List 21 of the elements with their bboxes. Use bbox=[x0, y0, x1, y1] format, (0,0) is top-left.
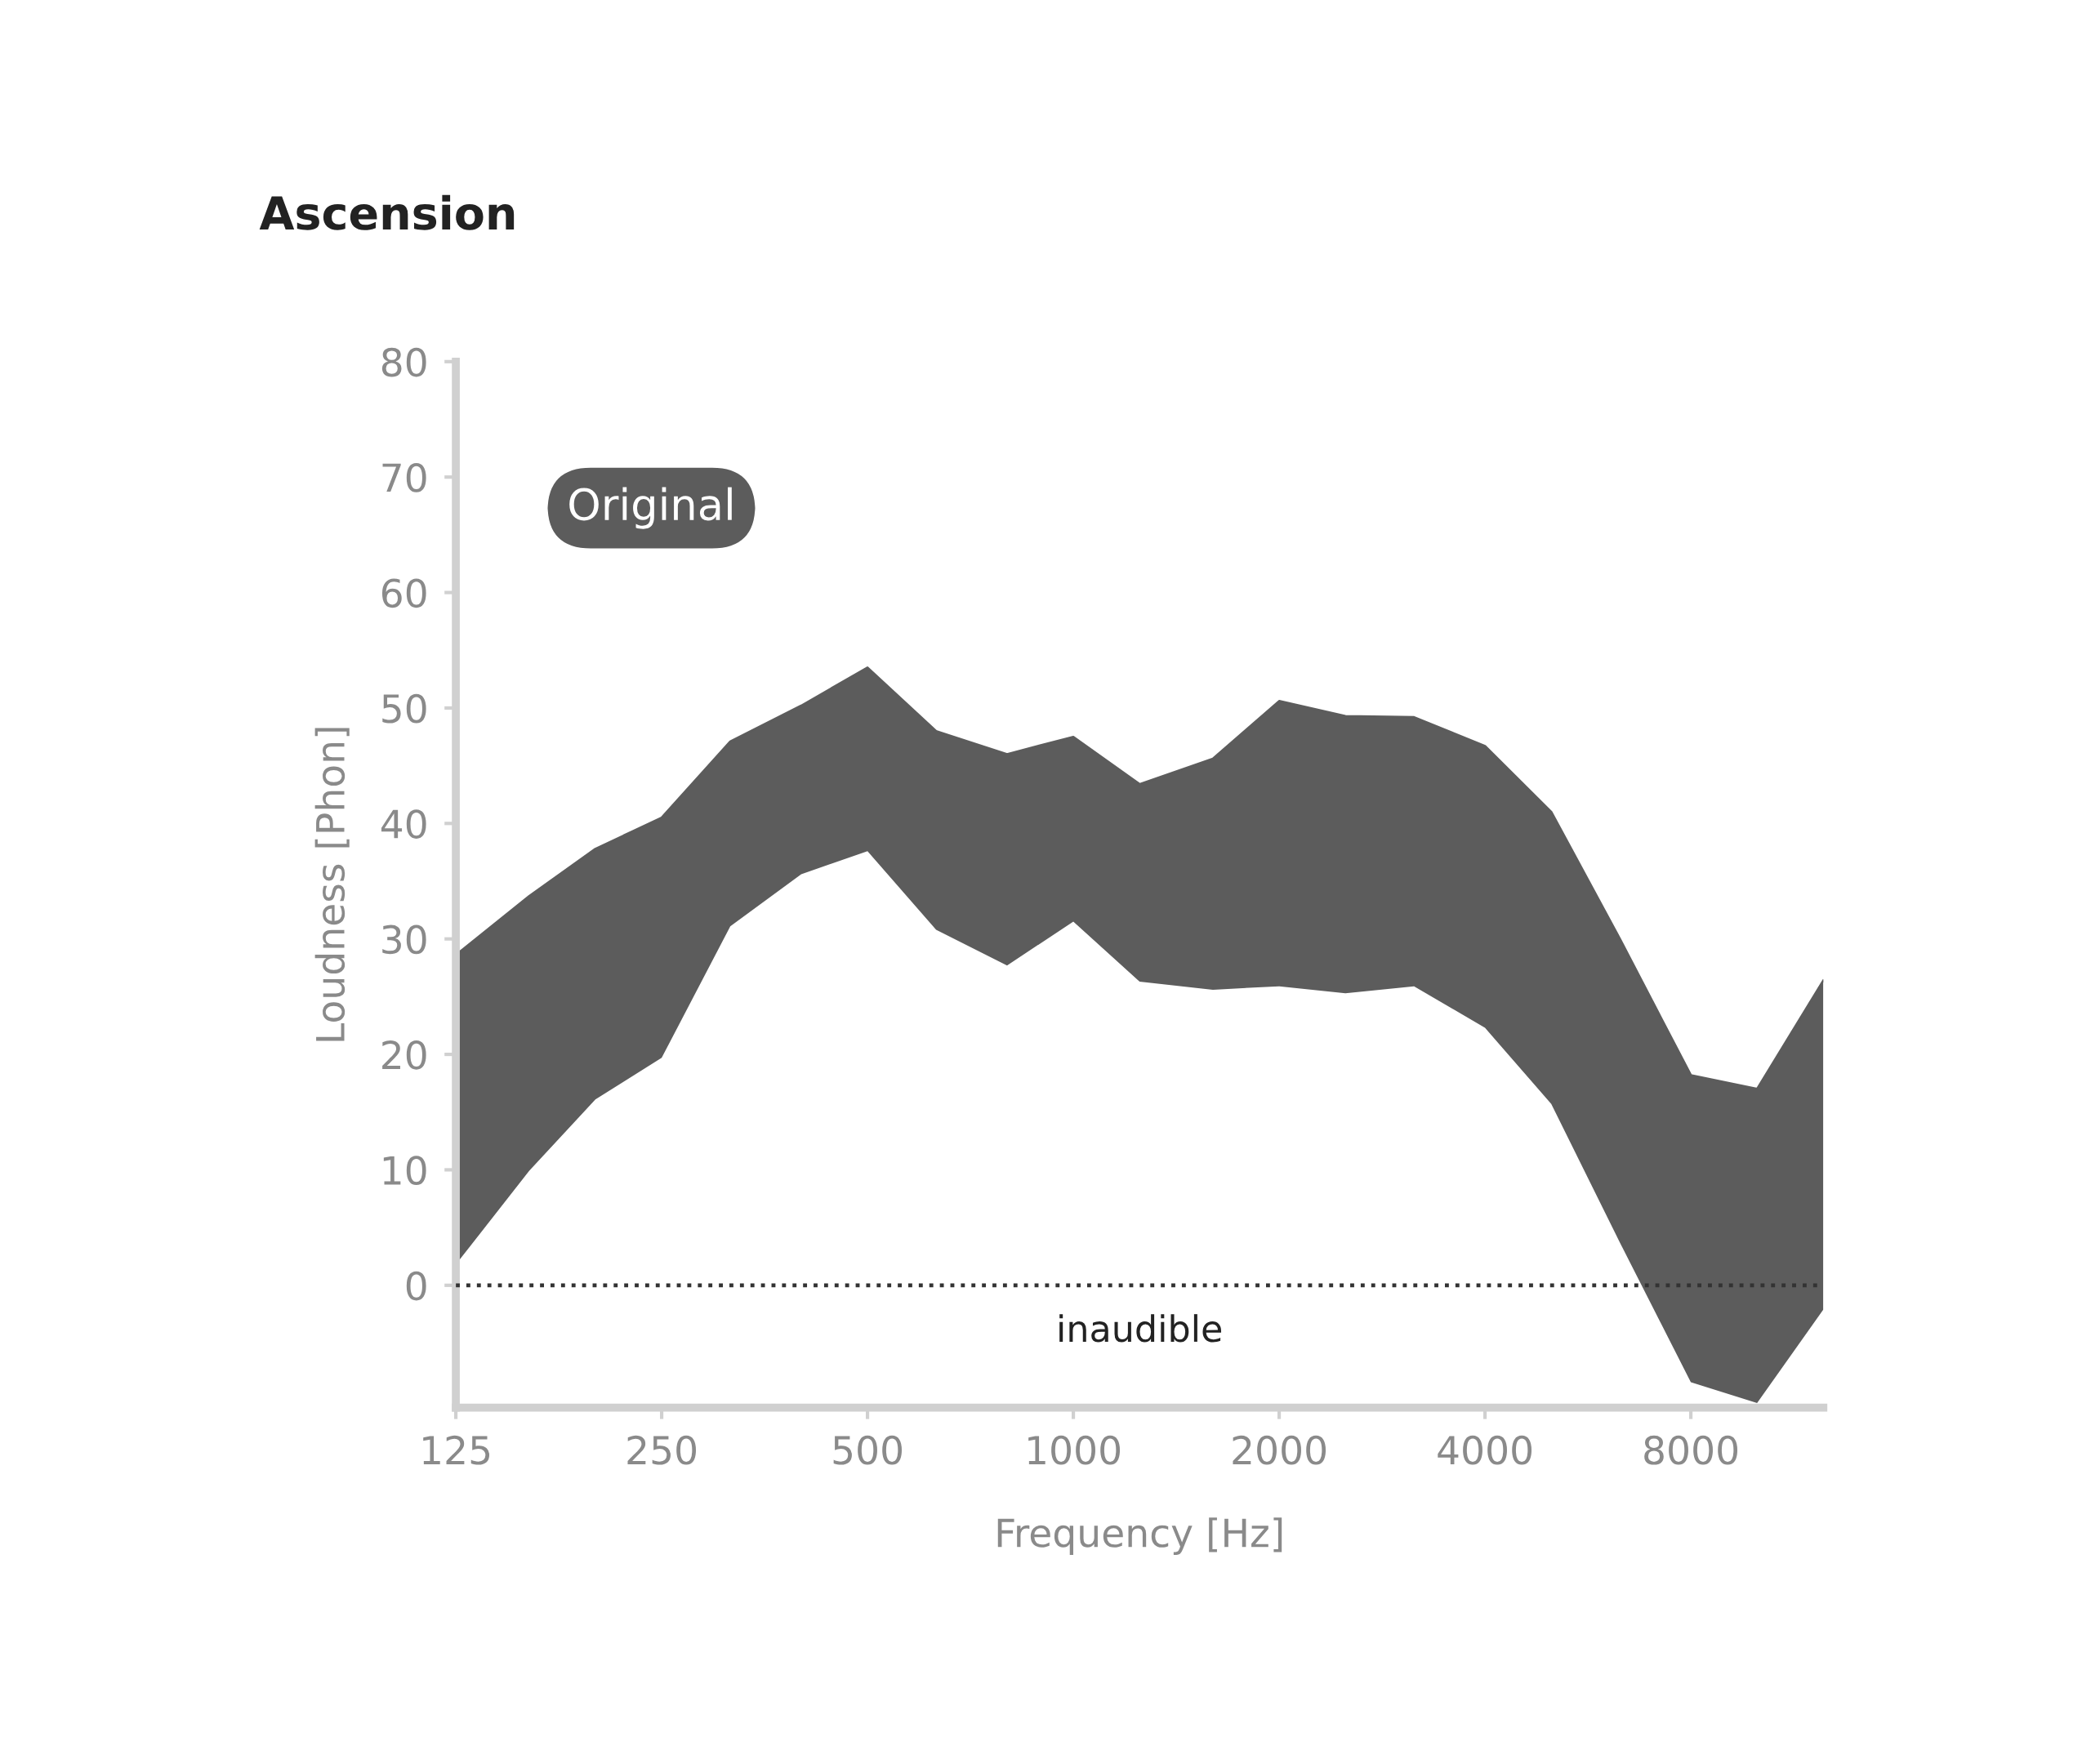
y-tick-label: 0 bbox=[406, 1271, 426, 1301]
y-tick-label: 50 bbox=[382, 693, 426, 724]
y-tick-label: 80 bbox=[381, 347, 426, 377]
ref-line-label: inaudible bbox=[1059, 1314, 1222, 1343]
x-tick-label: 125 bbox=[423, 1435, 490, 1465]
y-tick-label: 10 bbox=[383, 1156, 426, 1186]
y-tick-label: 60 bbox=[381, 578, 426, 608]
x-axis-title: Frequency [Hz] bbox=[997, 1517, 1282, 1555]
x-tick-label: 4000 bbox=[1438, 1435, 1532, 1465]
x-tick-label: 500 bbox=[833, 1435, 903, 1465]
y-tick-label: 40 bbox=[381, 809, 426, 839]
x-tick-label: 1000 bbox=[1028, 1435, 1121, 1465]
y-axis-title: Loudness [Phon] bbox=[314, 728, 350, 1041]
y-tick-label: 20 bbox=[382, 1040, 426, 1070]
y-tick-label: 70 bbox=[382, 463, 426, 492]
x-tick-label: 8000 bbox=[1644, 1435, 1738, 1465]
annotation: Original bbox=[569, 487, 732, 529]
chart-title: Ascension bbox=[259, 194, 515, 230]
x-tick-label: 250 bbox=[627, 1435, 697, 1465]
x-tick-label: 2000 bbox=[1233, 1435, 1326, 1465]
y-tick-label: 30 bbox=[382, 924, 426, 955]
